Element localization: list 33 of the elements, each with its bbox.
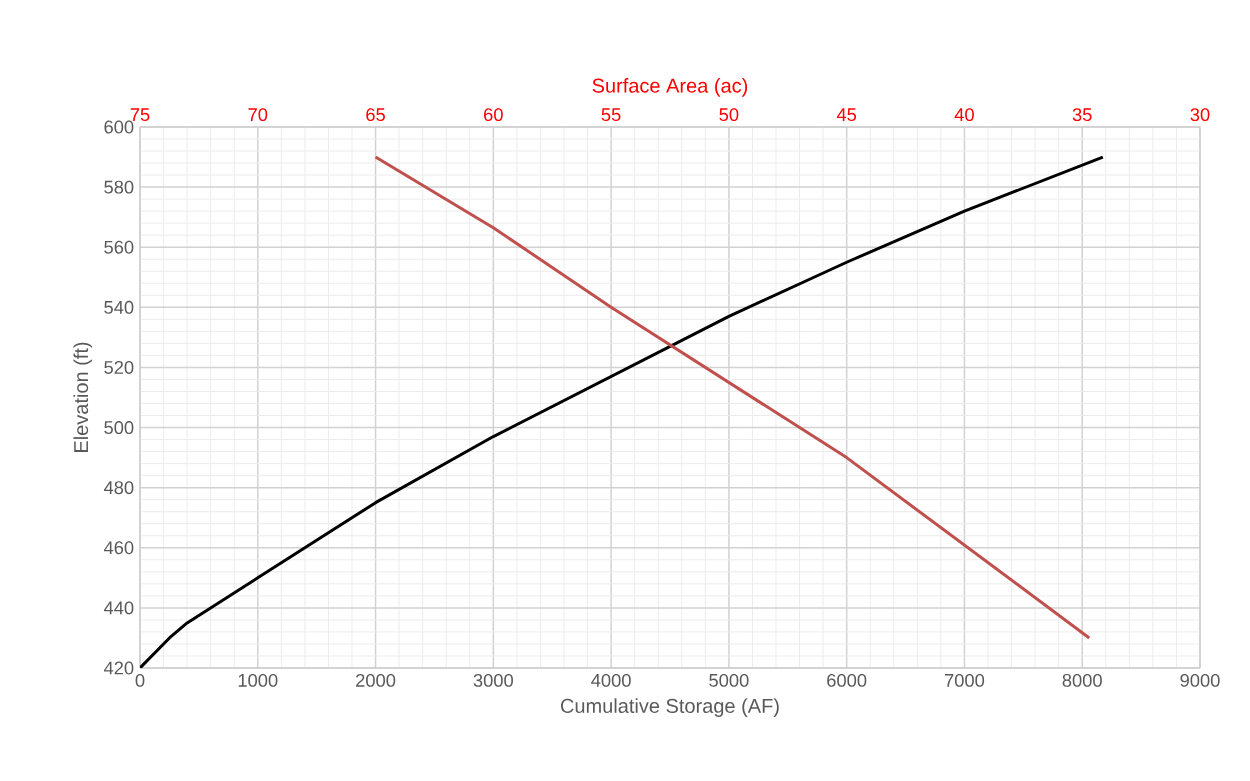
x-axis-title: Cumulative Storage (AF) (560, 698, 779, 717)
x-tick-label: 0 (135, 673, 145, 687)
x-tick-label: 3000 (473, 673, 513, 687)
x2-tick-label: 30 (1190, 108, 1210, 122)
x-tick-label: 8000 (1062, 673, 1102, 687)
x-tick-label: 4000 (591, 673, 631, 687)
x2-tick-label: 65 (366, 108, 385, 122)
y-tick-label: 600 (104, 120, 134, 134)
x-tick-label: 1000 (238, 673, 278, 687)
x2-tick-label: 60 (484, 108, 503, 122)
x-tick-label: 5000 (709, 673, 749, 687)
y-tick-label: 420 (103, 661, 134, 675)
x2-tick-label: 55 (601, 108, 621, 122)
y-tick-label: 520 (104, 360, 134, 374)
x2-tick-label: 70 (248, 108, 268, 122)
x-tick-label: 6000 (827, 673, 867, 687)
x2-tick-label: 50 (719, 108, 739, 122)
x-tick-label: 7000 (944, 673, 985, 687)
x2-tick-label: 45 (836, 108, 857, 122)
y-tick-label: 480 (103, 481, 134, 495)
x-tick-label: 2000 (356, 673, 396, 687)
y-tick-label: 580 (104, 180, 134, 194)
y-tick-label: 460 (103, 541, 134, 555)
y-tick-label: 500 (104, 421, 134, 435)
y-tick-label: 560 (104, 240, 134, 254)
y-tick-label: 540 (104, 300, 134, 314)
x2-tick-label: 40 (954, 108, 974, 122)
x2-axis-title: Surface Area (ac) (592, 78, 748, 97)
x2-tick-label: 75 (130, 108, 150, 122)
x2-tick-label: 35 (1072, 108, 1092, 122)
y-axis-title: Elevation (ft) (73, 342, 93, 452)
x-tick-label: 9000 (1180, 673, 1220, 687)
y-tick-label: 440 (103, 601, 134, 615)
